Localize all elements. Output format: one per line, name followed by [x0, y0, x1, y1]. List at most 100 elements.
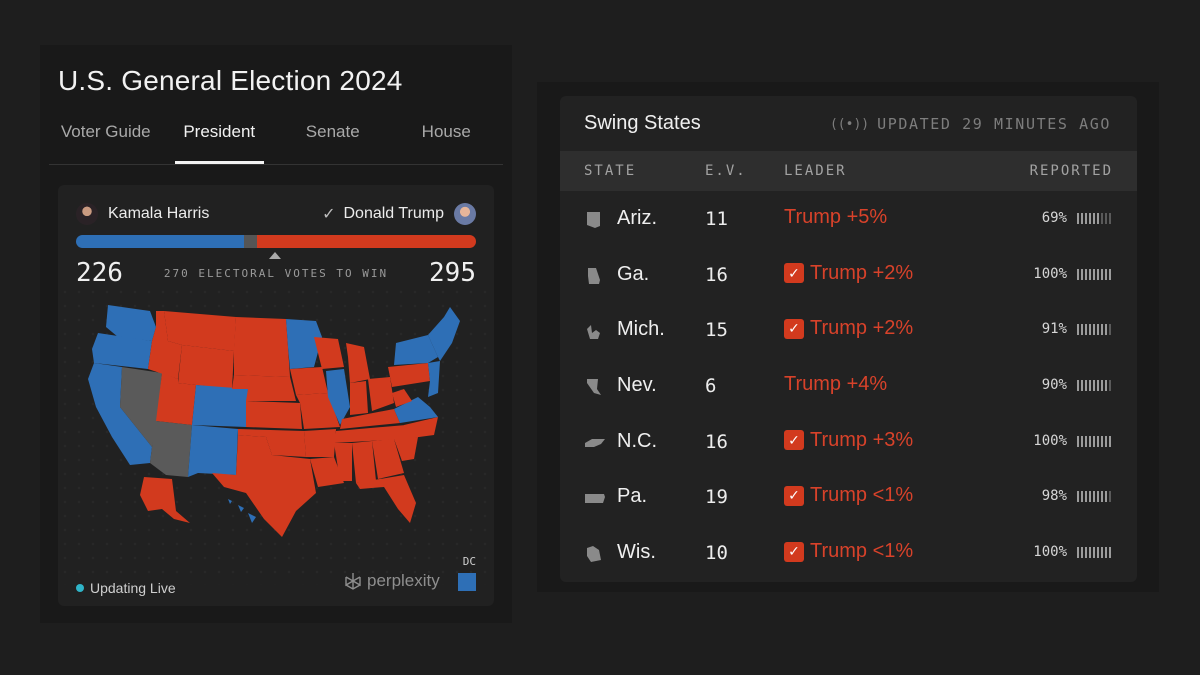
table-row[interactable]: N.C. 16 ✓ Trump +3% 100%: [560, 414, 1137, 470]
called-check-icon: ✓: [784, 541, 804, 562]
map-state-michigan[interactable]: [346, 343, 370, 383]
tab-voter-guide[interactable]: Voter Guide: [60, 122, 151, 141]
meter-tick: [1097, 380, 1099, 392]
meter-tick: [1101, 213, 1103, 224]
dc-label: DC: [462, 555, 476, 568]
map-state-nevada[interactable]: [120, 367, 162, 447]
map-state-montana[interactable]: [164, 311, 236, 351]
us-electoral-map[interactable]: [78, 297, 478, 547]
map-state-tennessee[interactable]: [334, 425, 406, 443]
state-shape-icon: [587, 325, 600, 340]
map-state-colorado[interactable]: [192, 385, 248, 427]
table-row[interactable]: Pa. 19 ✓ Trump <1% 98%: [560, 469, 1137, 525]
meter-tick: [1085, 268, 1087, 280]
map-state-arizona[interactable]: [150, 421, 192, 477]
map-state-kansas[interactable]: [246, 401, 302, 429]
map-state-missouri[interactable]: [296, 393, 340, 429]
map-state-pennsylvania[interactable]: [388, 363, 430, 387]
map-state-mississippi[interactable]: [334, 443, 352, 481]
state-name: Wis.: [617, 541, 656, 564]
reported-meter: [1077, 324, 1113, 336]
meter-tick: [1109, 435, 1111, 447]
candidate-trump[interactable]: ✓ Donald Trump: [322, 203, 476, 225]
table-row[interactable]: Wis. 10 ✓ Trump <1% 100%: [560, 525, 1137, 581]
map-state-mid-atlantic[interactable]: [428, 361, 440, 397]
map-state-arkansas[interactable]: [304, 429, 336, 457]
map-state-south-carolina[interactable]: [394, 437, 418, 461]
meter-tick: [1089, 268, 1091, 280]
candidate-harris[interactable]: Kamala Harris: [76, 203, 209, 225]
meter-tick: [1077, 435, 1079, 447]
dc-marker[interactable]: [458, 573, 476, 591]
reported-meter: [1077, 435, 1113, 447]
map-state-wyoming[interactable]: [178, 345, 234, 389]
meter-tick: [1081, 547, 1083, 559]
table-header: STATE E.V. LEADER REPORTED: [560, 151, 1137, 191]
map-state-texas[interactable]: [212, 435, 316, 537]
map-state-florida[interactable]: [356, 475, 416, 523]
map-state-georgia[interactable]: [372, 439, 404, 479]
map-state-oklahoma[interactable]: [238, 429, 306, 457]
map-state-kentucky[interactable]: [340, 409, 400, 429]
map-state-north-dakota[interactable]: [234, 317, 288, 347]
meter-tick: [1089, 491, 1091, 503]
tab-senate[interactable]: Senate: [305, 122, 360, 141]
table-row[interactable]: Mich. 15 ✓ Trump +2% 91%: [560, 302, 1137, 358]
trump-avatar: [454, 203, 476, 225]
leader-text: Trump +2%: [810, 261, 914, 284]
tab-president[interactable]: President: [163, 109, 277, 164]
map-state-hawaii[interactable]: [228, 499, 256, 523]
map-state-new-york[interactable]: [394, 335, 438, 365]
meter-tick: [1085, 380, 1087, 392]
meter-tick: [1101, 324, 1103, 336]
map-state-south-dakota[interactable]: [234, 347, 290, 377]
meter-tick: [1109, 491, 1111, 503]
winner-check-icon: ✓: [322, 206, 336, 223]
map-state-minnesota[interactable]: [286, 319, 322, 369]
map-state-idaho[interactable]: [148, 311, 182, 379]
map-state-indiana[interactable]: [350, 381, 368, 415]
map-state-illinois[interactable]: [326, 369, 350, 425]
reported-percent: 100%: [1033, 265, 1067, 282]
map-state-ohio[interactable]: [368, 377, 394, 411]
trump-ev-count: 295: [429, 258, 476, 288]
table-row[interactable]: Ariz. 11 Trump +5% 69%: [560, 191, 1137, 247]
meter-tick: [1093, 324, 1095, 336]
harris-ev-count: 226: [76, 258, 123, 288]
meter-tick: [1085, 435, 1087, 447]
map-state-utah[interactable]: [156, 373, 196, 425]
map-state-oregon[interactable]: [92, 333, 152, 369]
meter-tick: [1081, 380, 1083, 392]
brand-logo[interactable]: perplexity: [343, 571, 440, 591]
meter-tick: [1093, 380, 1095, 392]
perplexity-logo-icon: [345, 573, 361, 590]
table-row[interactable]: Ga. 16 ✓ Trump +2% 100%: [560, 247, 1137, 303]
meter-tick: [1093, 435, 1095, 447]
map-state-alaska[interactable]: [140, 477, 190, 523]
map-state-washington[interactable]: [106, 305, 156, 341]
map-state-new-mexico[interactable]: [188, 425, 238, 477]
map-state-new-england[interactable]: [428, 307, 460, 361]
reported-percent: 100%: [1033, 432, 1067, 449]
meter-tick: [1101, 491, 1103, 503]
map-state-north-carolina[interactable]: [404, 417, 438, 439]
reported-percent: 98%: [1041, 488, 1067, 505]
meter-tick: [1097, 268, 1099, 280]
map-state-iowa[interactable]: [290, 367, 328, 395]
tab-house[interactable]: House: [421, 122, 471, 141]
map-state-nebraska[interactable]: [232, 375, 296, 401]
map-state-louisiana[interactable]: [310, 457, 344, 487]
col-ev: E.V.: [705, 163, 747, 179]
map-state-west-virginia[interactable]: [392, 389, 412, 407]
trump-name: Donald Trump: [343, 205, 445, 222]
meter-tick: [1093, 491, 1095, 503]
table-row[interactable]: Nev. 6 Trump +4% 90%: [560, 358, 1137, 414]
state-leader: ✓ Trump <1%: [784, 484, 913, 507]
state-shape-icon: [587, 379, 601, 396]
map-state-california[interactable]: [88, 363, 152, 465]
meter-tick: [1101, 547, 1103, 559]
meter-tick: [1081, 491, 1083, 503]
meter-tick: [1109, 324, 1111, 336]
map-state-alabama[interactable]: [352, 441, 376, 483]
map-state-wisconsin[interactable]: [314, 337, 344, 369]
